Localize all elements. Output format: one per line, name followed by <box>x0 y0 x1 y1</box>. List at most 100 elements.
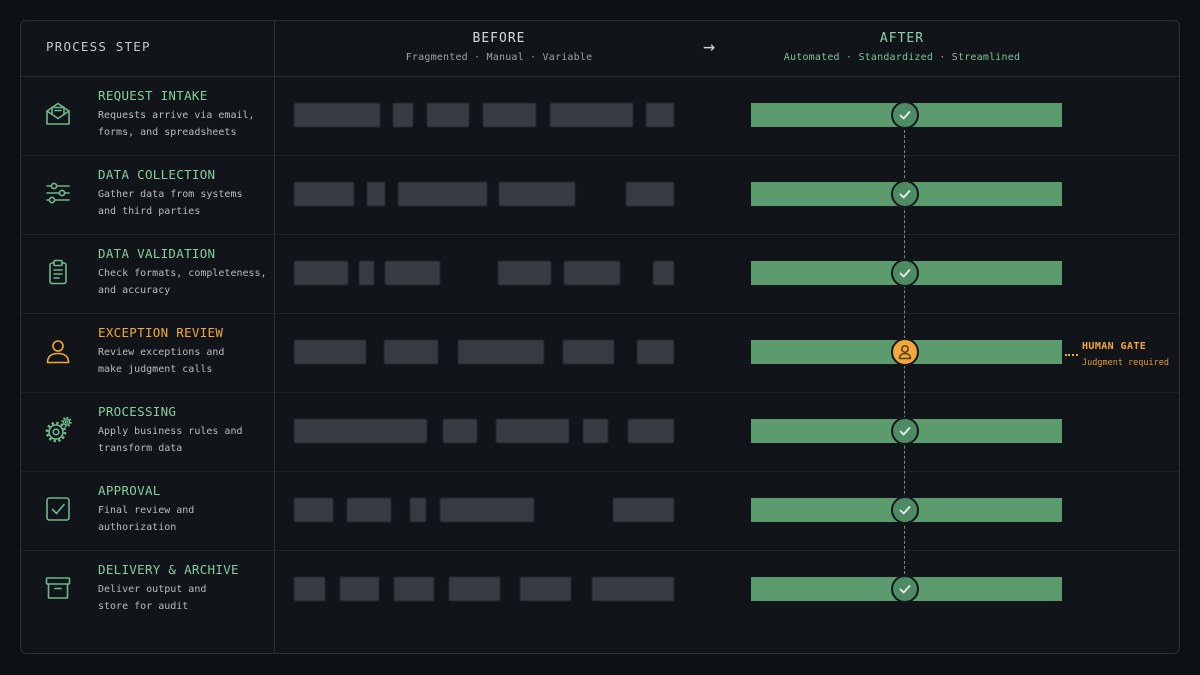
step-description-line: Requests arrive via email, <box>98 110 255 121</box>
archive-icon <box>43 573 73 603</box>
before-track <box>294 340 674 364</box>
step-title: DATA COLLECTION <box>98 167 216 182</box>
step-description: Requests arrive via email, forms, and sp… <box>98 107 255 141</box>
row-divider <box>21 550 1179 551</box>
before-segment <box>520 577 571 601</box>
step-title: EXCEPTION REVIEW <box>98 325 224 340</box>
check-icon <box>891 496 919 524</box>
before-segment <box>398 182 487 206</box>
envelope-icon <box>43 99 73 129</box>
before-track <box>294 419 674 443</box>
before-segment <box>384 340 438 364</box>
step-description-line: Check formats, completeness, <box>98 268 267 279</box>
before-segment <box>592 577 674 601</box>
before-segment <box>393 103 413 127</box>
step-row-exception-review: EXCEPTION REVIEW Review exceptions and m… <box>0 313 1200 392</box>
human-gate-sublabel: Judgment required <box>1082 358 1169 368</box>
step-row-processing: PROCESSING Apply business rules and tran… <box>0 392 1200 471</box>
step-description: Final review and authorization <box>98 502 194 536</box>
check-icon <box>891 259 919 287</box>
before-header: BEFORE <box>472 31 526 46</box>
before-segment <box>653 261 674 285</box>
before-track <box>294 182 674 206</box>
before-subtitle: Fragmented · Manual · Variable <box>405 52 593 63</box>
before-segment <box>646 103 674 127</box>
row-divider <box>21 471 1179 472</box>
before-segment <box>367 182 385 206</box>
before-segment <box>583 419 608 443</box>
before-segment <box>294 340 366 364</box>
before-segment <box>385 261 440 285</box>
column-divider <box>274 21 275 653</box>
step-description: Review exceptions and make judgment call… <box>98 344 224 378</box>
step-row-data-collection: DATA COLLECTION Gather data from systems… <box>0 155 1200 234</box>
step-row-request-intake: REQUEST INTAKE Requests arrive via email… <box>0 76 1200 155</box>
before-segment <box>563 340 614 364</box>
human-gate-label: HUMAN GATE <box>1082 341 1147 352</box>
before-segment <box>564 261 620 285</box>
row-divider <box>21 392 1179 393</box>
person-icon <box>891 338 919 366</box>
before-segment <box>394 577 434 601</box>
user-icon <box>43 336 73 366</box>
step-row-approval: APPROVAL Final review and authorization <box>0 471 1200 550</box>
before-track <box>294 498 674 522</box>
before-segment <box>449 577 500 601</box>
row-divider <box>21 313 1179 314</box>
before-segment <box>613 498 674 522</box>
step-description: Gather data from systems and third parti… <box>98 186 243 220</box>
before-segment <box>496 419 569 443</box>
before-segment <box>294 577 325 601</box>
before-segment <box>498 261 551 285</box>
step-description-line: authorization <box>98 522 177 533</box>
step-title: PROCESSING <box>98 404 177 419</box>
step-description-line: Deliver output and <box>98 584 207 595</box>
before-segment <box>499 182 575 206</box>
before-segment <box>550 103 633 127</box>
before-track <box>294 577 674 601</box>
clipboard-icon <box>43 257 73 287</box>
after-header: AFTER <box>879 31 925 46</box>
step-description-line: Final review and <box>98 505 195 516</box>
before-segment <box>628 419 674 443</box>
step-description-line: and third parties <box>98 206 201 217</box>
after-subtitle: Automated · Standardized · Streamlined <box>783 52 1021 63</box>
process-step-header: PROCESS STEP <box>46 39 151 54</box>
check-icon <box>891 101 919 129</box>
before-segment <box>626 182 674 206</box>
step-description-line: Gather data from systems <box>98 189 243 200</box>
step-description-line: Review exceptions and <box>98 347 225 358</box>
before-segment <box>483 103 536 127</box>
step-title: DELIVERY & ARCHIVE <box>98 562 239 577</box>
before-segment <box>294 103 380 127</box>
step-description-line: Apply business rules and <box>98 426 243 437</box>
step-row-delivery-archive: DELIVERY & ARCHIVE Deliver output and st… <box>0 550 1200 629</box>
before-segment <box>359 261 374 285</box>
check-icon <box>891 575 919 603</box>
before-segment <box>410 498 426 522</box>
step-title: APPROVAL <box>98 483 161 498</box>
before-segment <box>637 340 674 364</box>
step-description: Check formats, completeness, and accurac… <box>98 265 267 299</box>
sliders-icon <box>43 178 73 208</box>
arrow-right-icon: → <box>702 34 716 58</box>
before-segment <box>347 498 391 522</box>
before-segment <box>294 261 348 285</box>
before-segment <box>427 103 469 127</box>
step-title: REQUEST INTAKE <box>98 88 208 103</box>
step-description-line: make judgment calls <box>98 364 213 375</box>
before-segment <box>458 340 544 364</box>
check-icon <box>891 180 919 208</box>
before-segment <box>440 498 534 522</box>
step-description-line: and accuracy <box>98 285 171 296</box>
step-description-line: transform data <box>98 443 183 454</box>
step-description-line: forms, and spreadsheets <box>98 127 237 138</box>
checkbox-icon <box>43 494 73 524</box>
before-segment <box>294 498 333 522</box>
before-segment <box>294 182 354 206</box>
step-description: Deliver output and store for audit <box>98 581 206 615</box>
step-row-data-validation: DATA VALIDATION Check formats, completen… <box>0 234 1200 313</box>
check-icon <box>891 417 919 445</box>
step-description-line: store for audit <box>98 601 189 612</box>
